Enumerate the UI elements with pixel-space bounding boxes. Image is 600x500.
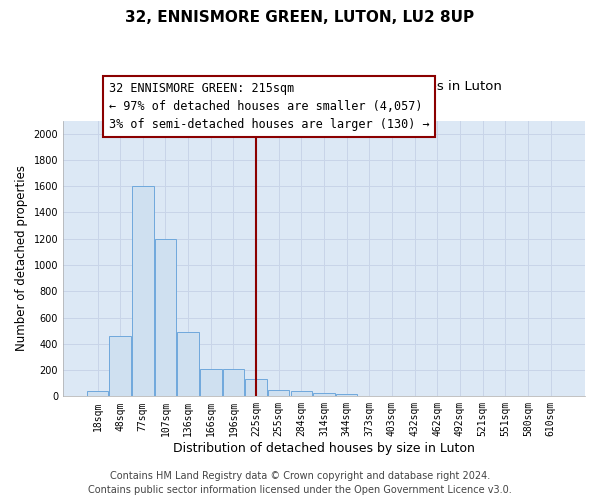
Bar	[155, 238, 176, 396]
Text: 32 ENNISMORE GREEN: 215sqm
← 97% of detached houses are smaller (4,057)
3% of se: 32 ENNISMORE GREEN: 215sqm ← 97% of deta…	[109, 82, 430, 131]
Bar	[178, 332, 199, 396]
Bar	[87, 392, 108, 396]
Bar	[313, 394, 335, 396]
Bar	[336, 394, 358, 396]
Bar	[223, 369, 244, 396]
Bar	[290, 392, 312, 396]
Text: Contains HM Land Registry data © Crown copyright and database right 2024.
Contai: Contains HM Land Registry data © Crown c…	[88, 471, 512, 495]
Text: 32, ENNISMORE GREEN, LUTON, LU2 8UP: 32, ENNISMORE GREEN, LUTON, LU2 8UP	[125, 10, 475, 25]
X-axis label: Distribution of detached houses by size in Luton: Distribution of detached houses by size …	[173, 442, 475, 455]
Bar	[268, 390, 289, 396]
Bar	[245, 380, 267, 396]
Bar	[132, 186, 154, 396]
Bar	[200, 369, 221, 396]
Title: Size of property relative to detached houses in Luton: Size of property relative to detached ho…	[146, 80, 502, 93]
Y-axis label: Number of detached properties: Number of detached properties	[15, 166, 28, 352]
Bar	[109, 336, 131, 396]
